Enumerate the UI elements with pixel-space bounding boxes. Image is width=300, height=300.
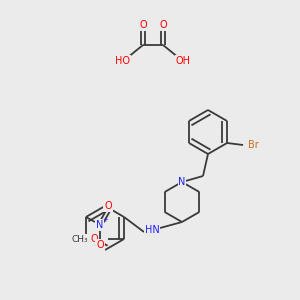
Text: Br: Br bbox=[248, 140, 258, 150]
Text: HN: HN bbox=[145, 225, 159, 235]
Text: O: O bbox=[90, 234, 98, 244]
Text: CH₃: CH₃ bbox=[72, 235, 88, 244]
Text: O: O bbox=[159, 20, 167, 30]
Text: ⁻: ⁻ bbox=[103, 244, 108, 253]
Text: O: O bbox=[104, 201, 112, 211]
Text: N: N bbox=[178, 177, 186, 187]
Text: HO: HO bbox=[116, 56, 130, 66]
Text: O: O bbox=[139, 20, 147, 30]
Text: OH: OH bbox=[176, 56, 190, 66]
Text: +: + bbox=[102, 217, 108, 223]
Text: O: O bbox=[96, 240, 104, 250]
Text: N: N bbox=[96, 220, 103, 230]
